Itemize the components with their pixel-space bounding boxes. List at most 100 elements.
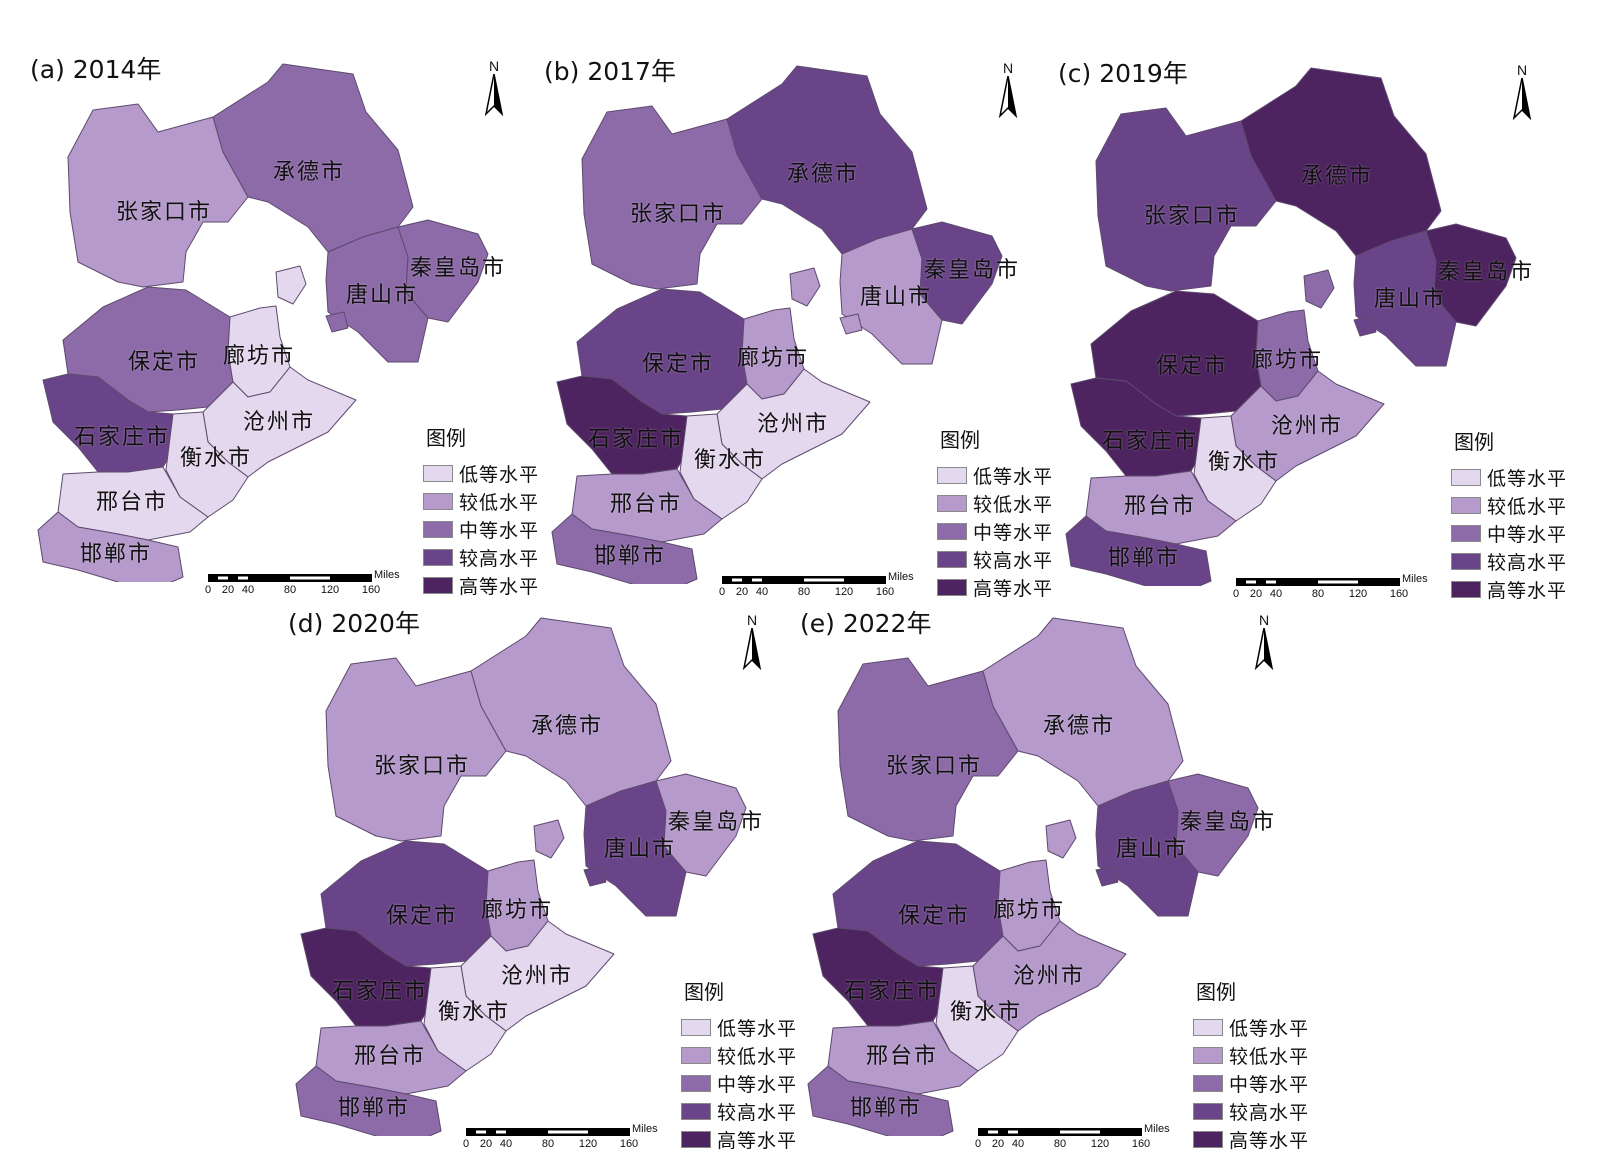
legend-label: 中等水平 bbox=[1229, 1073, 1310, 1096]
legend-swatch bbox=[1451, 524, 1481, 542]
legend-item: 较高水平 bbox=[423, 543, 543, 571]
panel-title: (b) 2017年 bbox=[544, 57, 676, 86]
legend-item: 中等水平 bbox=[937, 517, 1057, 545]
scale-tick: 120 bbox=[578, 1138, 598, 1150]
panel-title: (d) 2020年 bbox=[288, 609, 420, 638]
legend-item: 低等水平 bbox=[1451, 463, 1571, 491]
legend-swatch bbox=[681, 1130, 711, 1148]
city-label-langfang: 廊坊市 bbox=[481, 898, 554, 923]
legend-item: 中等水平 bbox=[1193, 1069, 1313, 1097]
panel-title: (c) 2019年 bbox=[1058, 59, 1188, 88]
legend-label: 较高水平 bbox=[717, 1101, 798, 1124]
panel-title: (a) 2014年 bbox=[30, 55, 162, 84]
map-panel-3: (c) 2019年 N 张家口市 承德市 秦皇岛市 唐山市 廊坊市 保定市 沧州市 石家庄市衡… bbox=[1036, 26, 1566, 602]
scale-tick: 20 bbox=[221, 584, 235, 596]
city-label-handan: 邯郸市 bbox=[594, 544, 667, 569]
scale-tick: 40 bbox=[1269, 588, 1283, 600]
legend-item: 高等水平 bbox=[1193, 1125, 1313, 1153]
scale-tick: 40 bbox=[241, 584, 255, 596]
region-qinhuangdao bbox=[655, 773, 747, 877]
legend-item: 高等水平 bbox=[423, 571, 543, 599]
city-label-zhangjiakou: 张家口市 bbox=[116, 200, 213, 225]
region-beijingSplash bbox=[1045, 819, 1077, 859]
city-label-cangzhou: 沧州市 bbox=[501, 964, 574, 989]
legend-label: 高等水平 bbox=[459, 575, 540, 598]
scale-bar: Miles 0 20 40 80 120 160 bbox=[719, 571, 942, 602]
legend-title: 图例 bbox=[940, 428, 980, 452]
legend-swatch bbox=[423, 576, 453, 594]
legend-label: 低等水平 bbox=[717, 1017, 798, 1040]
north-arrow-icon: N bbox=[990, 60, 1026, 122]
city-label-handan: 邯郸市 bbox=[338, 1096, 411, 1121]
city-label-xingtai: 邢台市 bbox=[354, 1044, 427, 1069]
legend-label: 高等水平 bbox=[717, 1129, 798, 1152]
legend-label: 中等水平 bbox=[459, 519, 540, 542]
north-label: N bbox=[746, 612, 758, 628]
legend-swatch bbox=[937, 494, 967, 512]
legend-swatch bbox=[1451, 580, 1481, 598]
city-label-handan: 邯郸市 bbox=[1108, 546, 1181, 571]
city-label-tangshan: 唐山市 bbox=[1374, 287, 1447, 312]
scale-tick: 120 bbox=[834, 586, 854, 598]
region-handan bbox=[1065, 515, 1212, 586]
legend-swatch bbox=[423, 464, 453, 482]
legend-swatch bbox=[423, 520, 453, 538]
legend-label: 高等水平 bbox=[1487, 579, 1568, 602]
map-panel-5: (e) 2022年 N 张家口市 承德市 秦皇岛市 唐山市 廊坊市 保定市 沧州市 石家庄市衡… bbox=[778, 576, 1308, 1152]
region-hengshui bbox=[1193, 415, 1277, 522]
city-label-zhangjiakou: 张家口市 bbox=[1144, 204, 1241, 229]
region-handan bbox=[807, 1065, 954, 1136]
city-label-xingtai: 邢台市 bbox=[866, 1044, 939, 1069]
city-label-qinhuangdao: 秦皇岛市 bbox=[924, 258, 1021, 283]
legend-label: 较低水平 bbox=[973, 493, 1054, 516]
scale-unit: Miles bbox=[888, 571, 914, 583]
legend-item: 低等水平 bbox=[423, 459, 543, 487]
legend-item: 较低水平 bbox=[937, 489, 1057, 517]
region-tangshan bbox=[1353, 230, 1457, 367]
scale-tick: 80 bbox=[283, 584, 297, 596]
city-label-tangshan: 唐山市 bbox=[604, 837, 677, 862]
legend-swatch bbox=[1193, 1074, 1223, 1092]
region-tangshan bbox=[1095, 780, 1199, 917]
scale-unit: Miles bbox=[632, 1123, 658, 1135]
scale-tick: 160 bbox=[1389, 588, 1409, 600]
legend-item: 较高水平 bbox=[1451, 547, 1571, 575]
city-label-baoding: 保定市 bbox=[642, 352, 715, 377]
legend-item: 高等水平 bbox=[1451, 575, 1571, 603]
legend-title: 图例 bbox=[1454, 430, 1494, 454]
city-label-qinhuangdao: 秦皇岛市 bbox=[1438, 260, 1535, 285]
legend-title: 图例 bbox=[426, 426, 466, 450]
north-arrow-icon: N bbox=[1504, 62, 1540, 124]
city-label-chengde: 承德市 bbox=[273, 160, 346, 185]
scale-tick: 40 bbox=[755, 586, 769, 598]
region-tianjinIsle bbox=[325, 311, 349, 333]
city-label-shijiazhuang: 石家庄市 bbox=[1102, 429, 1199, 454]
map-svg bbox=[807, 617, 1259, 1136]
legend-swatch bbox=[1193, 1102, 1223, 1120]
region-tangshan bbox=[325, 226, 429, 363]
region-qinhuangdao bbox=[397, 219, 489, 323]
city-label-shijiazhuang: 石家庄市 bbox=[844, 979, 941, 1004]
north-label: N bbox=[1258, 612, 1270, 628]
north-label: N bbox=[1516, 62, 1528, 78]
legend-item: 低等水平 bbox=[681, 1013, 801, 1041]
city-label-langfang: 廊坊市 bbox=[993, 898, 1066, 923]
map-panel-4: (d) 2020年 N 张家口市 承德市 秦皇岛市 唐山市 廊坊市 保定市 沧州市 石家庄市衡… bbox=[266, 576, 796, 1152]
legend-label: 较低水平 bbox=[717, 1045, 798, 1068]
region-handan bbox=[37, 511, 184, 582]
city-label-langfang: 廊坊市 bbox=[737, 346, 810, 371]
legend-label: 低等水平 bbox=[1229, 1017, 1310, 1040]
legend-item: 较低水平 bbox=[1451, 491, 1571, 519]
region-zhangjiakou bbox=[1095, 107, 1277, 292]
legend: 图例 低等水平 较低水平 中等水平 较高水平 高等水平 bbox=[681, 976, 801, 1153]
legend-swatch bbox=[423, 548, 453, 566]
scale-bar: Miles 0 20 40 80 120 160 bbox=[1233, 573, 1456, 604]
legend-item: 高等水平 bbox=[681, 1125, 801, 1153]
legend-swatch bbox=[1451, 496, 1481, 514]
legend-swatch bbox=[681, 1018, 711, 1036]
scale-unit: Miles bbox=[1402, 573, 1428, 585]
legend-label: 较低水平 bbox=[1229, 1045, 1310, 1068]
legend-item: 较高水平 bbox=[1193, 1097, 1313, 1125]
city-label-qinhuangdao: 秦皇岛市 bbox=[410, 256, 507, 281]
legend-label: 较低水平 bbox=[1487, 495, 1568, 518]
